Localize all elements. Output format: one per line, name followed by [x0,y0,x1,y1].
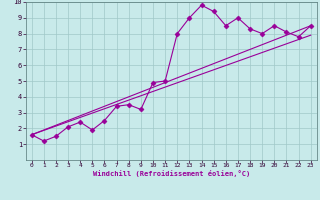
X-axis label: Windchill (Refroidissement éolien,°C): Windchill (Refroidissement éolien,°C) [92,170,250,177]
